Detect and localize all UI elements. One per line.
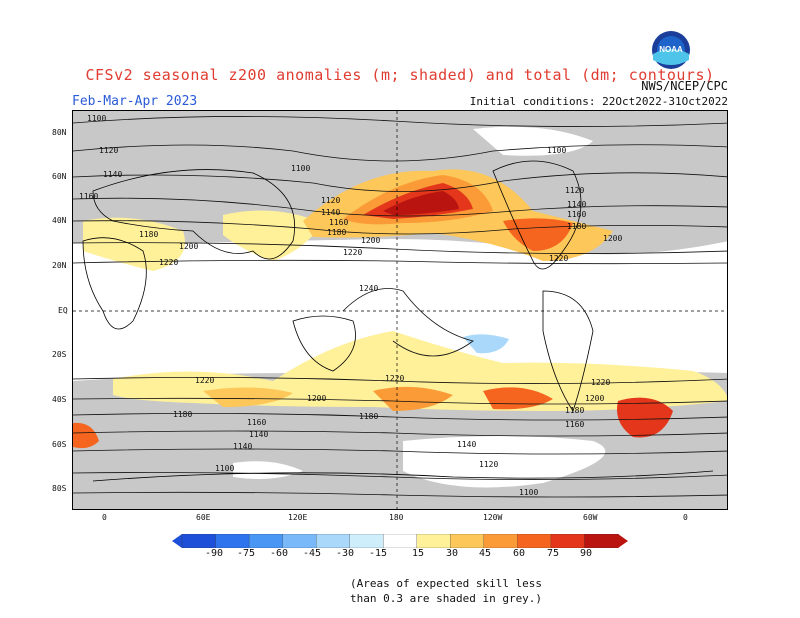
colorbar <box>172 534 628 548</box>
map-title: CFSv2 seasonal z200 anomalies (m; shaded… <box>85 66 715 84</box>
colorbar-tick: -90 <box>205 548 224 559</box>
map-canvas: 1100 1120 1100 1100 1140 1120 1120 1160 … <box>73 111 727 509</box>
contour-label: 1240 <box>359 284 378 293</box>
colorbar-tick: 15 <box>412 548 425 559</box>
lon-label: 120W <box>483 513 503 522</box>
lon-label: 0 <box>683 513 688 522</box>
contour-label: 1140 <box>249 430 268 439</box>
contour-label: 1180 <box>139 230 158 239</box>
contour-label: 1160 <box>247 418 266 427</box>
contour-label: 1100 <box>519 488 538 497</box>
contour-label: 1220 <box>195 376 214 385</box>
colorbar-swatch <box>316 534 351 548</box>
lat-label: 60N <box>52 172 67 181</box>
agency-label: NWS/NCEP/CPC <box>641 79 728 93</box>
contour-label: 1200 <box>307 394 326 403</box>
colorbar-tick: 60 <box>513 548 526 559</box>
anomaly-map: 1100 1120 1100 1100 1140 1120 1120 1160 … <box>72 110 728 510</box>
contour-label: 1140 <box>457 440 476 449</box>
graticule <box>73 111 727 509</box>
lon-label: 0 <box>102 513 107 522</box>
contour-label: 1160 <box>329 218 348 227</box>
contour-label: 1180 <box>565 406 584 415</box>
colorbar-swatch <box>215 534 250 548</box>
colorbar-tick: 90 <box>580 548 593 559</box>
contour-label: 1180 <box>327 228 346 237</box>
contour-label: 1140 <box>567 200 586 209</box>
contour-label: 1100 <box>87 114 106 123</box>
lon-label: 60E <box>196 513 211 522</box>
contour-label: 1100 <box>291 164 310 173</box>
colorbar-tick: 75 <box>547 548 560 559</box>
contour-label: 1220 <box>343 248 362 257</box>
contour-label: 1200 <box>603 234 622 243</box>
low-skill-shading <box>73 111 727 509</box>
contour-label: 1200 <box>179 242 198 251</box>
colorbar-swatch <box>181 534 217 548</box>
colorbar-swatch <box>282 534 317 548</box>
lon-label: 180 <box>389 513 404 522</box>
contour-label: 1180 <box>359 412 378 421</box>
colorbar-swatch <box>383 534 418 548</box>
contour-labels: 1100 1120 1100 1100 1140 1120 1120 1160 … <box>79 114 622 497</box>
lat-label: 40N <box>52 216 67 225</box>
initial-conditions: Initial conditions: 22Oct2022-31Oct2022 <box>469 95 728 108</box>
skill-gaps <box>233 126 606 488</box>
skill-note-line: (Areas of expected skill less <box>350 577 543 590</box>
coastlines <box>82 160 714 482</box>
lat-label: 60S <box>52 440 67 449</box>
lat-label: 80S <box>52 484 67 493</box>
contour-label: 1200 <box>361 236 380 245</box>
colorbar-swatch <box>349 534 384 548</box>
lon-label: 120E <box>288 513 308 522</box>
colorbar-swatch <box>248 534 284 548</box>
colorbar-swatch <box>483 534 519 548</box>
contour-label: 1100 <box>215 464 234 473</box>
forecast-period: Feb-Mar-Apr 2023 <box>72 94 198 109</box>
lat-label: 40S <box>52 395 67 404</box>
contour-label: 1160 <box>79 192 98 201</box>
noaa-logo-icon: NOAA <box>652 31 690 69</box>
colorbar-swatch <box>584 534 619 548</box>
contour-label: 1140 <box>321 208 340 217</box>
lon-label: 60W <box>583 513 598 522</box>
skill-note: (Areas of expected skill less than 0.3 a… <box>350 576 550 606</box>
contour-label: 1160 <box>567 210 586 219</box>
colorbar-tick: -60 <box>270 548 289 559</box>
colorbar-swatch <box>517 534 552 548</box>
contour-label: 1220 <box>591 378 610 387</box>
colorbar-swatch <box>416 534 451 548</box>
contour-label: 1180 <box>173 410 192 419</box>
lat-label: 20N <box>52 261 67 270</box>
colorbar-swatch <box>450 534 485 548</box>
contour-label: 1120 <box>321 196 340 205</box>
contour-label: 1220 <box>385 374 404 383</box>
contour-label: 1140 <box>233 442 252 451</box>
contour-label: 1120 <box>479 460 498 469</box>
svg-text:NOAA: NOAA <box>659 45 683 54</box>
colorbar-tick: 30 <box>446 548 459 559</box>
contour-label: 1220 <box>549 254 568 263</box>
contour-label: 1180 <box>567 222 586 231</box>
contour-label: 1200 <box>585 394 604 403</box>
lat-label: 20S <box>52 350 67 359</box>
colorbar-tick: -30 <box>336 548 355 559</box>
lat-label: EQ <box>58 306 68 315</box>
contour-label: 1100 <box>547 146 566 155</box>
contour-label: 1160 <box>565 420 584 429</box>
skill-note-line: than 0.3 are shaded in grey.) <box>350 592 543 605</box>
colorbar-tick: 45 <box>479 548 492 559</box>
colorbar-swatch <box>550 534 586 548</box>
lat-label: 80N <box>52 128 67 137</box>
height-contours <box>73 116 727 498</box>
contour-label: 1140 <box>103 170 122 179</box>
colorbar-tick: -15 <box>369 548 388 559</box>
contour-label: 1120 <box>99 146 118 155</box>
contour-label: 1220 <box>159 258 178 267</box>
colorbar-tick: -75 <box>237 548 256 559</box>
colorbar-tick: -45 <box>303 548 322 559</box>
contour-label: 1120 <box>565 186 584 195</box>
